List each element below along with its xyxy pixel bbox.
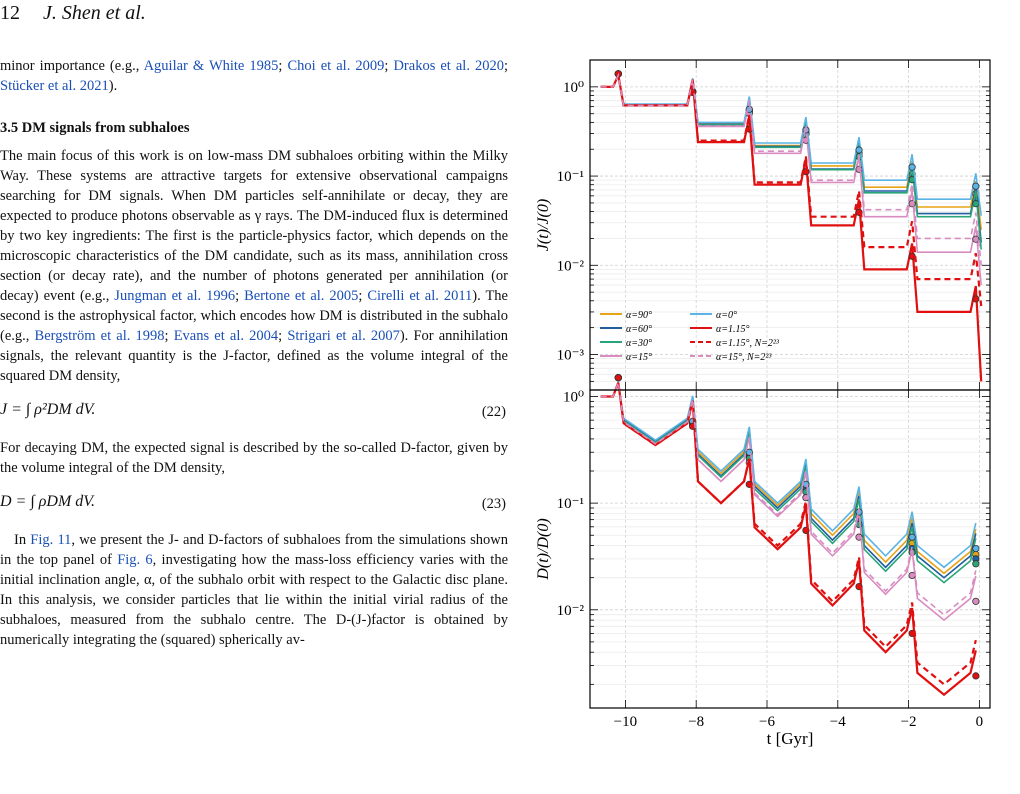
citation-link[interactable]: Drakos et al. 2020 <box>393 58 504 74</box>
paragraph-main: The main focus of this work is on low-ma… <box>0 148 509 384</box>
series-line-4 <box>600 379 977 569</box>
series-line-5 <box>600 382 977 697</box>
panel-bottom: 10⁰ 10⁻¹ 10⁻² D(t)/D(0) −10 −8 −6 −4 −2 0 t [Gyr] <box>535 374 991 748</box>
pericentre-marker <box>972 200 980 208</box>
paragraph-intro: minor importance (e.g., Aguilar & White … <box>0 58 509 94</box>
y-tick-label: 10⁻¹ <box>557 496 584 512</box>
series-line-1 <box>600 379 977 579</box>
citation-link[interactable]: Stücker et al. 2021 <box>0 78 109 94</box>
y-tick-label: 10⁻³ <box>557 347 585 363</box>
series-line-7 <box>600 72 982 266</box>
legend: α=90° α=60° α=30° α=15° α=0° α=1.15° α=1.15°, … <box>600 310 780 363</box>
pericentre-marker <box>908 200 916 208</box>
equation-23: D = ∫ ρDM dV. (23) <box>0 482 508 526</box>
legend-label: α=0° <box>716 310 737 321</box>
citation-link[interactable]: Strigari et al. 2007 <box>287 328 400 344</box>
pericentre-marker <box>972 544 980 553</box>
y-axis-label: J(t)/J(0) <box>535 199 552 251</box>
equation-number: (22) <box>481 404 506 420</box>
citation-link[interactable]: Cirelli et al. 2011 <box>367 288 473 304</box>
x-tick-label: −8 <box>688 714 704 730</box>
pericentre-marker <box>614 374 622 382</box>
citation-link[interactable]: Jungman et al. 1996 <box>114 288 236 304</box>
figure-ref-link[interactable]: Fig. 11 <box>30 532 72 548</box>
y-tick-label: 10⁻² <box>557 258 585 274</box>
figure-11: 10⁰ 10⁻¹ 10⁻² 10⁻³ J(t)/J(0) α=90° α=60° α=30° α… <box>528 52 1020 770</box>
citation-link[interactable]: Evans et al. 2004 <box>173 328 279 344</box>
legend-label: α=1.15° <box>716 324 750 335</box>
series-line-0 <box>600 379 977 575</box>
text-column: minor importance (e.g., Aguilar & White … <box>0 56 508 650</box>
section-heading: 3.5 DM signals from subhaloes <box>0 120 190 136</box>
series-line-6 <box>600 382 977 686</box>
figure-ref-link[interactable]: Fig. 6 <box>117 552 153 568</box>
legend-label: α=15°, N=2²³ <box>716 352 772 363</box>
legend-label: α=1.15°, N=2²³ <box>716 338 780 349</box>
legend-label: α=15° <box>626 352 652 363</box>
citation-link[interactable]: Aguilar & White 1985 <box>143 58 279 74</box>
legend-label: α=30° <box>626 338 652 349</box>
running-authors: J. Shen et al. <box>43 2 146 24</box>
pericentre-marker <box>908 163 916 171</box>
pericentre-marker <box>972 182 980 190</box>
series-line-5 <box>600 71 983 382</box>
equation-number: (23) <box>481 496 506 512</box>
series-line-7 <box>600 382 977 616</box>
y-tick-label: 10⁻² <box>557 603 585 619</box>
pericentre-marker <box>972 235 980 243</box>
y-axis-label: D(t)/D(0) <box>535 518 552 580</box>
citation-link[interactable]: Bergström et al. 1998 <box>34 328 165 344</box>
pericentre-marker <box>972 597 980 605</box>
page-number: 12 <box>0 2 20 24</box>
x-axis-label: t [Gyr] <box>767 729 814 748</box>
figure-svg: 10⁰10⁻¹10⁻²10⁻³J(t)/J(0)α=90°α=60°α=30°α… <box>535 59 991 748</box>
pericentre-marker <box>908 533 916 541</box>
plot-frame <box>589 389 991 709</box>
x-tick-label: 0 <box>976 714 984 730</box>
equation-body: J = ∫ ρ²DM dV. <box>0 401 96 418</box>
series-line-6 <box>600 71 983 307</box>
paragraph-figure-discussion: In Fig. 11, we present the J- and D-fact… <box>0 532 509 648</box>
x-tick-label: −10 <box>614 714 637 730</box>
y-tick-label: 10⁰ <box>563 389 584 405</box>
equation-22: J = ∫ ρ²DM dV. (22) <box>0 390 508 434</box>
pericentre-marker <box>972 560 980 568</box>
y-tick-label: 10⁰ <box>563 80 584 96</box>
legend-label: α=90° <box>626 310 652 321</box>
y-tick-label: 10⁻¹ <box>557 169 584 185</box>
pericentre-marker <box>972 295 980 303</box>
x-tick-label: −6 <box>759 714 775 730</box>
pericentre-marker <box>972 672 980 680</box>
pericentre-marker <box>855 146 863 154</box>
equation-body: D = ∫ ρDM dV. <box>0 493 96 510</box>
series-line-2 <box>600 72 982 250</box>
legend-label: α=60° <box>626 324 652 335</box>
citation-link[interactable]: Choi et al. 2009 <box>287 58 385 74</box>
citation-link[interactable]: Bertone et al. 2005 <box>244 288 359 304</box>
paragraph-decay: For decaying DM, the expected signal is … <box>0 440 508 476</box>
x-tick-label: −4 <box>830 714 846 730</box>
panel-top: 10⁰10⁻¹10⁻²10⁻³J(t)/J(0)α=90°α=60°α=30°α… <box>535 59 991 391</box>
running-header: 12 J. Shen et al. <box>0 2 146 25</box>
x-tick-label: −2 <box>901 714 917 730</box>
